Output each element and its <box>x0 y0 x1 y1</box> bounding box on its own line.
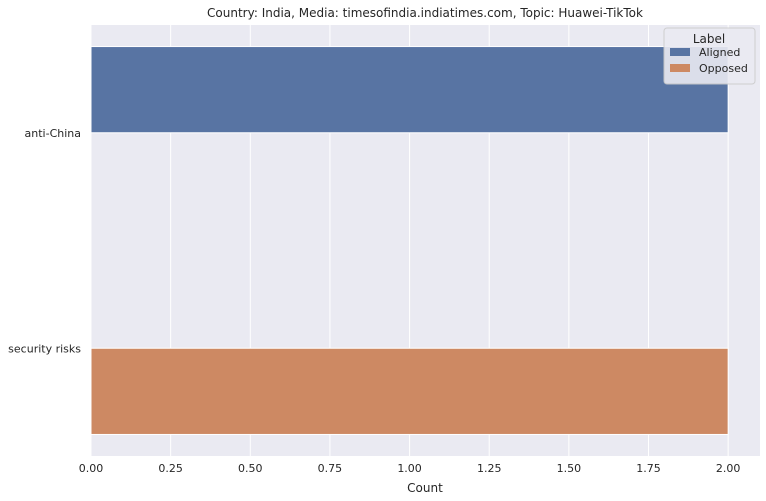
legend-label-opposed: Opposed <box>699 62 748 75</box>
bars <box>90 46 729 435</box>
x-tick-label: 1.25 <box>477 462 502 475</box>
x-tick-label: 0.50 <box>238 462 263 475</box>
legend: Label Aligned Opposed <box>663 27 756 85</box>
y-category-label: security risks <box>8 342 81 355</box>
x-tick-label: 0.00 <box>79 462 104 475</box>
legend-items: Aligned Opposed <box>670 46 748 75</box>
y-axis-categories: anti-China security risks <box>8 127 81 356</box>
x-axis-ticks: 0.00 0.25 0.50 0.75 1.00 1.25 1.50 1.75 2.00 <box>79 462 741 475</box>
x-tick-label: 0.75 <box>318 462 343 475</box>
x-tick-label: 1.50 <box>557 462 582 475</box>
legend-title: Label <box>693 32 725 46</box>
bar-opposed <box>90 347 729 435</box>
x-axis-label: Count <box>407 481 443 495</box>
x-tick-label: 2.00 <box>716 462 741 475</box>
chart-title: Country: India, Media: timesofindia.indi… <box>207 6 643 20</box>
x-tick-label: 1.75 <box>636 462 661 475</box>
legend-swatch-aligned <box>670 48 690 56</box>
legend-label-aligned: Aligned <box>699 46 740 59</box>
x-tick-label: 1.00 <box>397 462 422 475</box>
y-category-label: anti-China <box>25 127 81 140</box>
bar-aligned <box>90 46 729 134</box>
legend-swatch-opposed <box>670 64 690 72</box>
x-tick-label: 0.25 <box>158 462 183 475</box>
